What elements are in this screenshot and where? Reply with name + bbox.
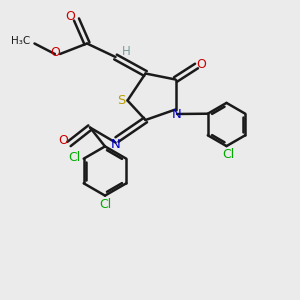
Text: H₃C: H₃C (11, 35, 30, 46)
Text: H: H (122, 44, 130, 58)
Text: N: N (111, 138, 120, 152)
Text: O: O (58, 134, 68, 148)
Text: S: S (117, 94, 125, 107)
Text: O: O (50, 46, 60, 59)
Text: N: N (172, 108, 182, 122)
Text: O: O (66, 10, 75, 23)
Text: Cl: Cl (99, 198, 111, 211)
Text: Cl: Cl (222, 148, 234, 161)
Text: O: O (196, 58, 206, 71)
Text: Cl: Cl (68, 151, 80, 164)
